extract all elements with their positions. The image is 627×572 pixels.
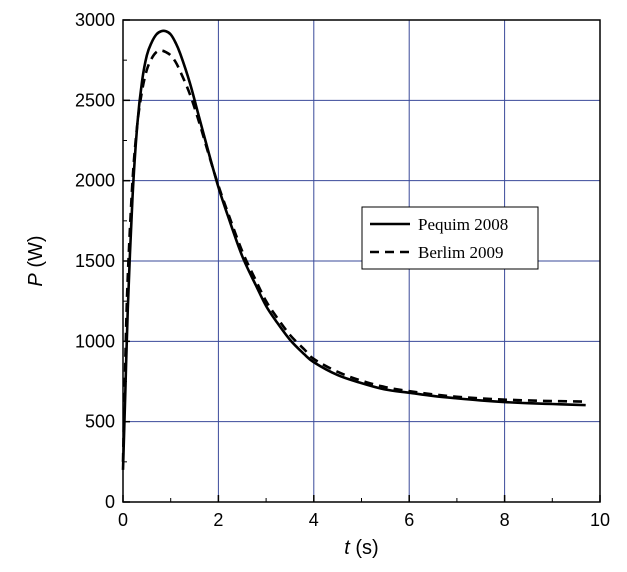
legend: Pequim 2008 Berlim 2009 (361, 206, 539, 270)
y-tick-label: 500 (85, 412, 115, 432)
x-axis-symbol: t (344, 537, 351, 559)
legend-label-berlim: Berlim 2009 (418, 243, 503, 262)
y-tick-labels: 0 500 1000 1500 2000 2500 3000 (75, 10, 115, 512)
y-tick-label: 1000 (75, 331, 115, 351)
x-tick-label: 0 (118, 510, 128, 530)
series-line-berlim-2009 (121, 49, 586, 462)
x-axis-label: t (s) (344, 537, 378, 559)
x-tick-label: 2 (213, 510, 223, 530)
y-tick-label: 2000 (75, 171, 115, 191)
y-tick-label: 1500 (75, 251, 115, 271)
axis-ticks (122, 19, 601, 503)
legend-box (361, 206, 539, 270)
y-axis-symbol: P (25, 273, 47, 287)
y-axis-unit: (W) (25, 235, 47, 273)
y-axis-label: P (W) (25, 235, 47, 286)
x-tick-labels: 0 2 4 6 8 10 (118, 510, 610, 530)
x-tick-label: 10 (590, 510, 610, 530)
y-tick-label: 3000 (75, 10, 115, 30)
x-axis-unit: (s) (350, 537, 379, 559)
x-tick-label: 8 (500, 510, 510, 530)
legend-label-pequim: Pequim 2008 (418, 215, 508, 234)
grid (123, 20, 600, 502)
x-tick-label: 4 (309, 510, 319, 530)
y-tick-label: 2500 (75, 90, 115, 110)
series-layer (121, 29, 586, 470)
x-tick-label: 6 (404, 510, 414, 530)
y-tick-label: 0 (105, 492, 115, 512)
